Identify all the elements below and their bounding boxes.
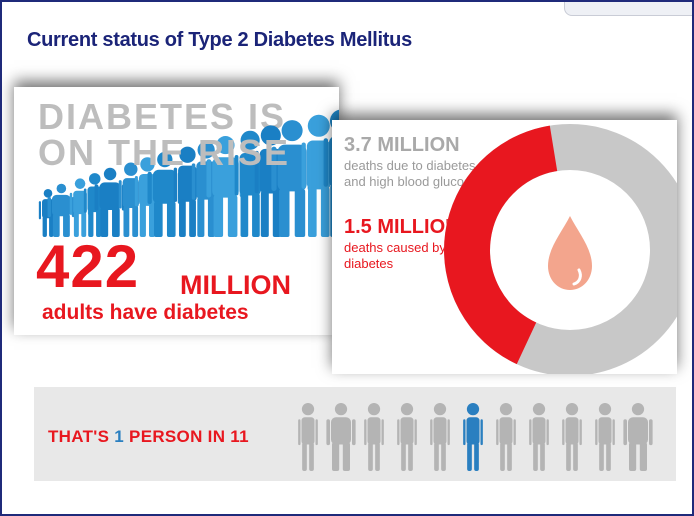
person-icon xyxy=(397,403,417,471)
total-deaths-caption: deaths due to diabetes and high blood gl… xyxy=(344,158,478,189)
adults-unit: MILLION xyxy=(180,270,291,300)
person-icon xyxy=(623,403,653,471)
page-title: Current status of Type 2 Diabetes Mellit… xyxy=(27,29,412,51)
highlighted-person-icon xyxy=(463,403,483,471)
banner-prefix: THAT'S xyxy=(48,427,115,446)
diabetes-rise-panel: DIABETES IS ON THE RISE 422 MILLION adul… xyxy=(14,87,339,335)
person-icon xyxy=(496,403,516,471)
crowd-person-icon xyxy=(147,151,183,237)
donut-diabetes-segment xyxy=(444,125,558,365)
headline-line1: DIABETES IS xyxy=(38,96,287,137)
person-icon xyxy=(364,403,384,471)
deaths-panel: 3.7 MILLION deaths due to diabetes and h… xyxy=(332,120,677,374)
one-in-eleven-banner: THAT'S 1 PERSON IN 11 xyxy=(34,387,676,481)
headline-line2: ON THE RISE xyxy=(38,132,291,173)
crowd-person-icon xyxy=(206,136,245,237)
adults-number: 422 xyxy=(36,233,140,300)
person-icon xyxy=(326,403,356,471)
diabetes-deaths-caption: deaths caused by diabetes xyxy=(344,240,446,271)
deaths-donut xyxy=(444,124,677,374)
person-icon xyxy=(562,403,582,471)
banner-text: THAT'S 1 PERSON IN 11 xyxy=(48,427,249,447)
pregnant-person-icon xyxy=(529,403,549,471)
crowd-person-icon xyxy=(69,178,91,237)
person-icon xyxy=(298,403,318,471)
total-deaths-stat: 3.7 MILLION xyxy=(344,134,460,156)
drop-highlight xyxy=(572,268,582,286)
banner-suffix: PERSON IN 11 xyxy=(124,427,249,446)
diabetes-deaths-stat: 1.5 MILLION xyxy=(344,216,460,238)
people-row xyxy=(298,403,653,471)
window-tab[interactable] xyxy=(564,2,692,16)
crowd-person-icon xyxy=(94,167,126,237)
banner-highlight: 1 xyxy=(114,427,125,446)
adults-caption: adults have diabetes xyxy=(42,301,249,324)
person-icon xyxy=(595,403,615,471)
person-icon xyxy=(430,403,450,471)
blood-drop-icon xyxy=(548,216,592,290)
people-crowd-icon xyxy=(38,109,339,237)
